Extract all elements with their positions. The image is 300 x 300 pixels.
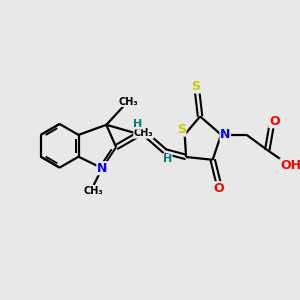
Text: N: N <box>97 162 107 175</box>
Text: N: N <box>220 128 230 141</box>
Text: OH: OH <box>280 159 300 172</box>
Text: H: H <box>163 154 172 164</box>
Text: CH₃: CH₃ <box>118 97 138 106</box>
Text: S: S <box>191 80 200 93</box>
Text: O: O <box>269 115 280 128</box>
Text: H: H <box>133 119 142 129</box>
Text: O: O <box>213 182 224 195</box>
Text: CH₃: CH₃ <box>84 186 104 196</box>
Text: CH₃: CH₃ <box>134 128 153 138</box>
Text: S: S <box>177 123 186 136</box>
